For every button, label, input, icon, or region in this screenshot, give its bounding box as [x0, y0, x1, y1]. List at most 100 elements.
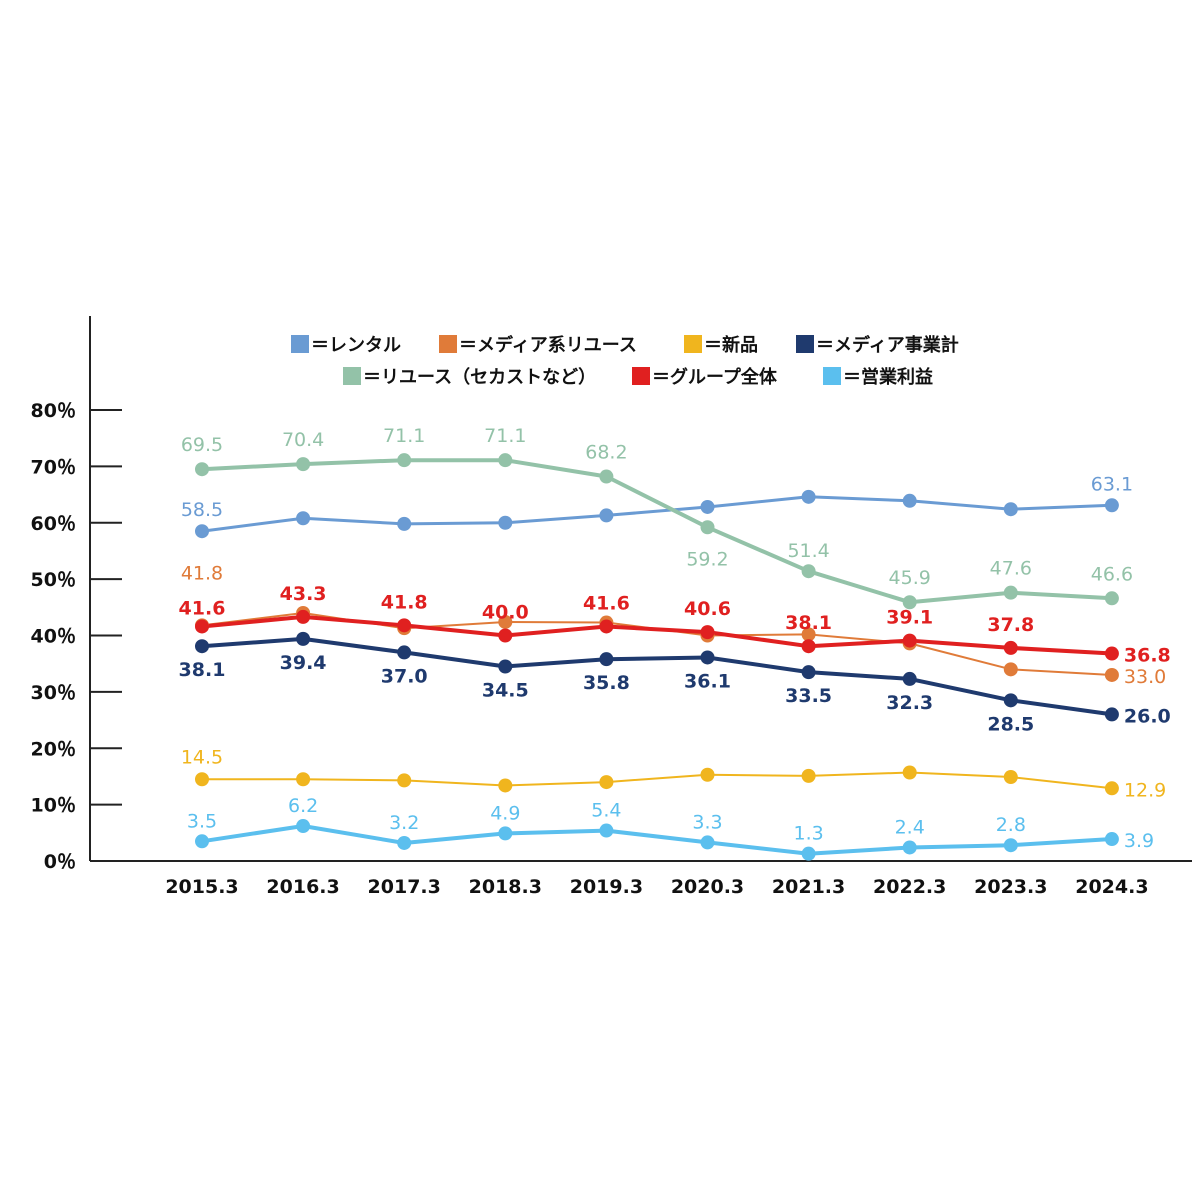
data-point — [498, 826, 513, 841]
data-point — [1003, 662, 1018, 677]
data-point — [700, 499, 715, 514]
x-tick-label: 2023.3 — [974, 876, 1047, 898]
data-point — [1003, 770, 1018, 785]
data-point — [498, 453, 513, 468]
series-line — [200, 614, 1114, 656]
legend: ＝レンタル ＝メディア系リユース ＝新品 ＝メディア事業計 ＝リユース（セカストなど） ＝… — [291, 334, 959, 388]
legend-swatch — [684, 335, 702, 353]
data-point — [801, 489, 816, 504]
x-tick-label: 2024.3 — [1075, 876, 1148, 898]
data-point — [296, 772, 311, 787]
x-tick-label: 2017.3 — [368, 876, 441, 898]
data-point — [195, 524, 209, 539]
data-label: 3.5 — [187, 810, 217, 832]
data-point — [397, 618, 412, 633]
data-label: 3.2 — [389, 812, 419, 834]
data-point — [700, 520, 715, 535]
data-point — [1104, 591, 1119, 606]
legend-swatch — [632, 367, 650, 385]
data-label: 70.4 — [282, 429, 324, 451]
legend-swatch — [823, 367, 841, 385]
data-label: 38.1 — [785, 612, 832, 634]
data-point — [296, 631, 311, 646]
series-line — [200, 824, 1114, 856]
y-tick-label: 70％ — [31, 456, 76, 478]
data-point — [599, 652, 614, 667]
data-point — [902, 595, 917, 610]
data-label: 46.6 — [1091, 563, 1133, 585]
x-tick-label: 2018.3 — [469, 876, 542, 898]
data-label: 38.1 — [179, 659, 226, 681]
data-point — [1104, 781, 1119, 796]
legend-entry: ＝メディア事業計 — [816, 334, 959, 356]
data-point — [1003, 693, 1018, 708]
data-label: 2.4 — [895, 816, 925, 838]
data-point — [700, 625, 715, 640]
data-label: 63.1 — [1091, 473, 1133, 495]
x-tick-label: 2016.3 — [266, 876, 339, 898]
series-line — [200, 458, 1114, 605]
x-tick-label: 2022.3 — [873, 876, 946, 898]
series-line — [200, 495, 1114, 533]
data-label: 37.8 — [987, 614, 1034, 636]
data-label: 14.5 — [181, 746, 223, 768]
y-tick-label: 10％ — [31, 795, 76, 817]
data-label: 58.5 — [181, 499, 223, 521]
data-point — [1003, 640, 1018, 655]
y-tick-label: 80％ — [31, 400, 76, 422]
data-point — [902, 633, 917, 648]
data-point — [296, 457, 311, 472]
data-point — [195, 462, 209, 477]
y-tick-label: 40％ — [31, 626, 76, 648]
data-point — [498, 628, 513, 643]
data-point — [1003, 585, 1018, 600]
data-label: 39.4 — [280, 652, 327, 674]
data-point — [296, 609, 311, 624]
data-label: 41.8 — [381, 591, 428, 613]
data-point — [902, 765, 917, 780]
y-tick-label: 50％ — [31, 569, 76, 591]
data-label: 32.3 — [886, 692, 933, 714]
data-label: 6.2 — [288, 795, 318, 817]
legend-entry: ＝メディア系リユース — [459, 334, 637, 356]
data-point — [801, 768, 816, 783]
data-point — [195, 619, 209, 634]
data-label: 47.6 — [990, 558, 1032, 580]
data-label: 68.2 — [585, 442, 627, 464]
data-point — [1003, 838, 1018, 853]
data-point — [801, 627, 816, 642]
legend-swatch — [796, 335, 814, 353]
data-label: 51.4 — [787, 540, 829, 562]
legend-entry: ＝リユース（セカストなど） — [363, 367, 596, 388]
legend-swatch — [439, 335, 457, 353]
data-label: 41.6 — [179, 597, 226, 619]
y-tick-label: 30％ — [31, 682, 76, 704]
data-point — [902, 840, 917, 855]
data-point — [599, 508, 614, 523]
legend-swatch — [343, 367, 361, 385]
y-tick-label: 60％ — [31, 513, 76, 535]
axes: 0％ 10％ 20％ 30％ 40％ 50％ 60％ 70％ 80％ 2015.3 2016.3 20… — [31, 316, 1192, 898]
data-point — [599, 775, 614, 790]
data-label: 26.0 — [1124, 705, 1171, 727]
data-point — [1104, 646, 1119, 661]
data-label: 12.9 — [1124, 779, 1166, 801]
data-point — [801, 665, 816, 680]
data-label: 41.6 — [583, 592, 630, 614]
data-label: 2.8 — [996, 814, 1026, 836]
series-lines — [200, 458, 1114, 856]
data-label: 35.8 — [583, 672, 630, 694]
series-line — [201, 771, 1113, 790]
data-point — [700, 650, 715, 665]
data-label: 45.9 — [889, 567, 931, 589]
data-point — [498, 614, 513, 629]
data-point — [1104, 498, 1119, 513]
legend-entry: ＝営業利益 — [843, 366, 933, 388]
data-label: 3.9 — [1124, 830, 1154, 852]
data-point — [1104, 667, 1119, 682]
data-label: 59.2 — [686, 548, 728, 570]
data-point — [1104, 707, 1119, 722]
data-point — [801, 846, 816, 861]
data-point — [397, 645, 412, 660]
